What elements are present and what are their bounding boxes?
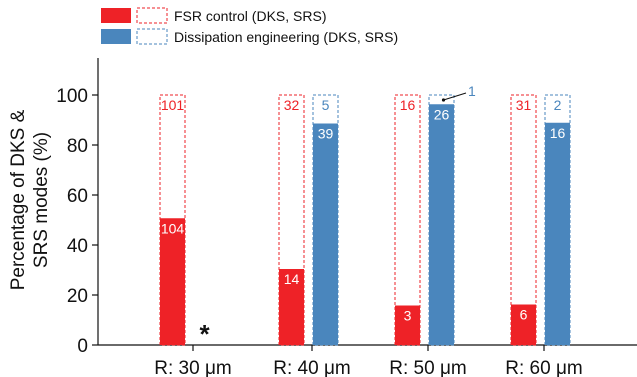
y-tick-label: 60 [67, 186, 88, 207]
srs-pointer-dot [441, 98, 446, 102]
y-axis-title: Percentage of DKS & SRS modes (%) [8, 109, 52, 290]
bar-srs-count-label: 2 [554, 97, 562, 113]
bar-dks-count-label: 16 [550, 125, 566, 141]
y-tick-label: 80 [67, 136, 88, 157]
y-axis-title-line2: SRS modes (%) [31, 132, 52, 268]
legend: FSR control (DKS, SRS) Dissipation engin… [101, 7, 398, 45]
bar-dks-fill [545, 122, 570, 345]
y-axis-title-line1: Percentage of DKS & [8, 109, 29, 290]
bar-srs-outline [394, 94, 421, 346]
bar-dks-count-label: 6 [520, 307, 528, 323]
bar-dks-count-label: 3 [404, 308, 412, 324]
srs-pointer-line [443, 92, 467, 101]
y-tick-label: 20 [67, 286, 88, 307]
bar-dks-count-label: 39 [318, 126, 334, 142]
bar-dks-count-label: 14 [284, 271, 300, 287]
bar-dks-fill [160, 218, 185, 345]
bar-srs-count-label: 1 [468, 83, 476, 99]
legend-diss-solid-swatch [101, 29, 131, 44]
bar-srs-count-label: 32 [284, 97, 300, 113]
legend-diss-dashed-swatch [136, 28, 168, 45]
bar-dks-count-label: 104 [161, 220, 185, 236]
bar-srs-count-label: 5 [322, 97, 330, 113]
bar-dks-fill [313, 123, 338, 345]
y-tick-label: 100 [56, 86, 88, 107]
legend-fsr-dashed-swatch [136, 7, 168, 24]
bar-dks-fill [395, 305, 420, 345]
bar-srs-count-label: 16 [400, 97, 416, 113]
legend-diss-label: Dissipation engineering (DKS, SRS) [174, 29, 398, 45]
bar-dks-count-label: 26 [434, 106, 450, 122]
x-tick-label: R: 30 μm [154, 358, 231, 377]
y-tick-label: 40 [67, 236, 88, 257]
bar-srs-count-label: 31 [516, 97, 532, 113]
bar-srs-count-label: 101 [161, 97, 185, 113]
legend-fsr-solid-swatch [101, 8, 131, 23]
x-tick-label: R: 60 μm [505, 358, 582, 377]
y-tick-label: 0 [77, 336, 88, 357]
x-tick-label: R: 50 μm [389, 358, 466, 377]
asterisk-annotation: * [199, 319, 210, 349]
legend-fsr-label: FSR control (DKS, SRS) [174, 8, 326, 24]
bar-dks-fill [511, 304, 536, 345]
x-tick-label: R: 40 μm [273, 358, 350, 377]
bar-dks-fill [279, 269, 304, 345]
bar-dks-fill [429, 104, 454, 345]
